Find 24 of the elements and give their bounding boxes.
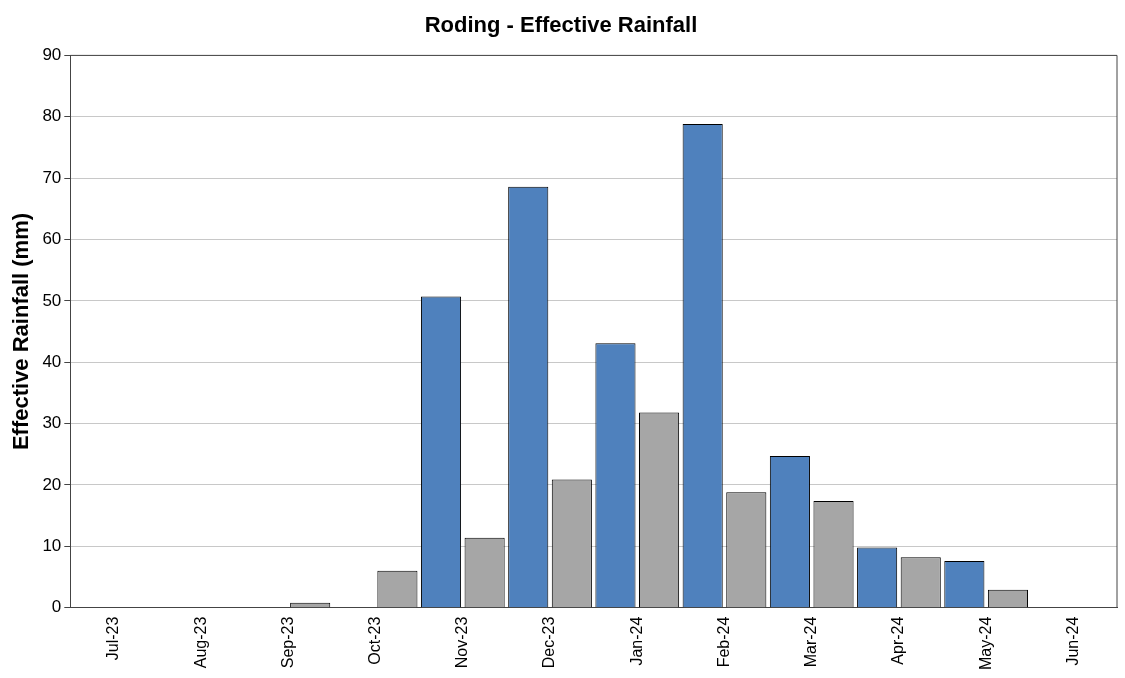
x-tick-label: Jan-24 bbox=[627, 616, 645, 666]
y-tick-label: 40 bbox=[42, 351, 62, 371]
y-tick-label: 90 bbox=[42, 45, 62, 65]
y-tick-label: 70 bbox=[42, 167, 62, 187]
x-tick-label: Sep-23 bbox=[278, 616, 296, 669]
y-tick-label: 0 bbox=[51, 597, 62, 617]
y-axis-title: Effective Rainfall (mm) bbox=[8, 212, 34, 451]
x-tick-label: Aug-23 bbox=[191, 616, 209, 669]
x-tick-label: Jul-23 bbox=[104, 616, 122, 661]
y-tick-label: 50 bbox=[42, 290, 62, 310]
x-tick-label: Mar-24 bbox=[802, 616, 820, 668]
y-tick-label: 30 bbox=[42, 413, 62, 433]
y-tick-label: 10 bbox=[42, 535, 62, 555]
x-tick-label: May-24 bbox=[976, 616, 994, 671]
x-tick-label: Jun-24 bbox=[1063, 616, 1081, 666]
x-tick-label: Feb-24 bbox=[714, 616, 732, 668]
x-tick-label: Dec-23 bbox=[540, 616, 558, 669]
x-tick-label: Apr-24 bbox=[889, 616, 907, 665]
y-tick-label: 80 bbox=[42, 106, 62, 126]
x-tick-label: Nov-23 bbox=[453, 616, 471, 669]
x-tick-label: Oct-23 bbox=[366, 616, 383, 665]
chart-title: Roding - Effective Rainfall bbox=[424, 12, 698, 38]
y-tick-label: 20 bbox=[42, 474, 62, 494]
y-tick-label: 60 bbox=[42, 229, 62, 249]
